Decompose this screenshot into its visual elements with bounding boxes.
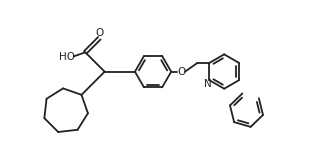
Text: HO: HO bbox=[59, 52, 75, 62]
Text: N: N bbox=[204, 79, 211, 89]
Text: O: O bbox=[95, 28, 103, 38]
Text: O: O bbox=[177, 67, 185, 77]
